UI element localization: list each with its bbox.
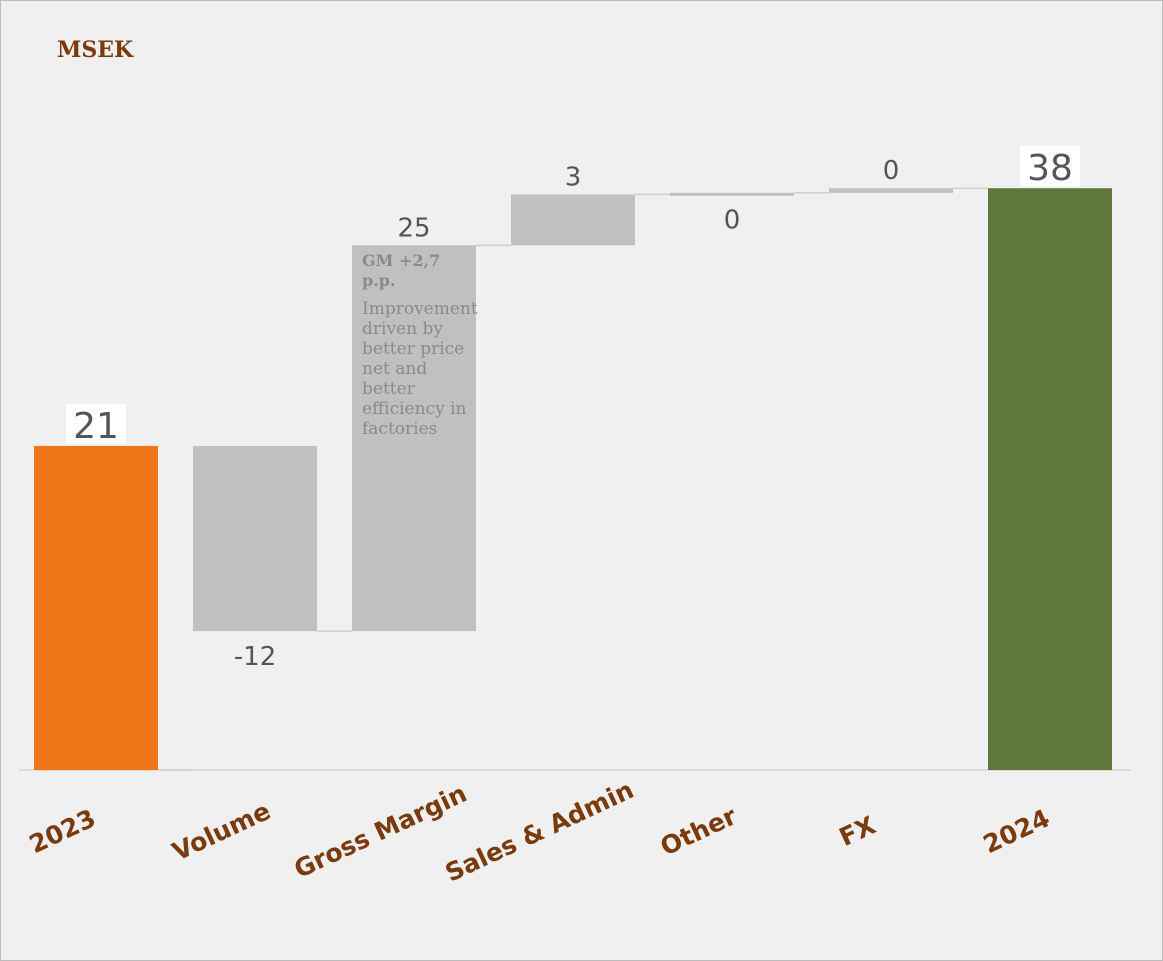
category-label-2023: 2023 xyxy=(25,803,100,859)
value-label-other: 0 xyxy=(724,205,741,235)
bar-volume xyxy=(193,445,317,632)
gross-margin-annotation: GM +2,7 p.p. Improvement driven by bette… xyxy=(362,251,478,439)
annotation-body: Improvement driven by better price net a… xyxy=(362,299,478,439)
category-label-other: Other xyxy=(656,801,742,861)
bar-fx xyxy=(829,188,953,193)
value-label-gross-margin: 25 xyxy=(397,213,430,243)
annotation-heading: GM +2,7 p.p. xyxy=(362,251,441,290)
bar-2023 xyxy=(34,445,158,770)
value-label-volume: -12 xyxy=(234,642,276,672)
bar-2024 xyxy=(988,188,1112,770)
value-label-2023: 21 xyxy=(73,406,119,447)
category-label-2024: 2024 xyxy=(979,803,1054,859)
value-label-fx: 0 xyxy=(883,156,900,186)
value-label-2024: 38 xyxy=(1027,148,1073,189)
value-label-bg-2024 xyxy=(1020,146,1080,187)
category-label-sales-admin: Sales & Admin xyxy=(441,775,638,888)
bar-other xyxy=(670,192,794,196)
category-label-fx: FX xyxy=(835,810,880,852)
unit-label: MSEK xyxy=(57,37,134,63)
category-label-volume: Volume xyxy=(168,796,275,866)
value-label-sales-admin: 3 xyxy=(565,162,582,192)
bar-sales-admin xyxy=(511,194,635,246)
value-label-bg-2023 xyxy=(66,403,126,444)
bar-gross-margin xyxy=(352,245,476,632)
